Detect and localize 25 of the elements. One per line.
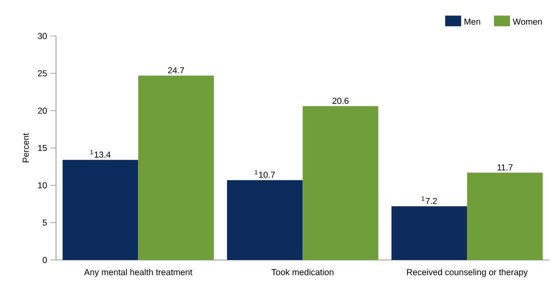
legend-label: Women	[512, 18, 542, 25]
data-label: $^{1}$10.7	[254, 170, 275, 178]
y-tick-label: 15	[38, 144, 47, 152]
x-tick-label: Took medication	[272, 268, 334, 276]
bar	[227, 180, 303, 260]
data-label: 20.6	[332, 98, 349, 104]
bar	[138, 76, 214, 260]
data-label: $^{1}$13.4	[90, 150, 111, 158]
y-tick-label: 20	[38, 108, 47, 114]
bar	[62, 160, 138, 260]
y-tick-label: 30	[38, 32, 47, 40]
y-axis-title: Percent	[22, 133, 29, 162]
y-tick-label: 5	[42, 220, 47, 226]
data-label: 24.7	[168, 67, 184, 74]
bar	[302, 106, 378, 260]
y-tick-label: 0	[42, 256, 47, 264]
x-tick-label: Received counseling or therapy	[407, 268, 528, 277]
data-label: 11.7	[497, 164, 513, 170]
y-tick-label: 25	[38, 70, 47, 76]
bar	[467, 172, 543, 260]
x-tick-label: Any mental health treatment	[84, 268, 192, 277]
bar	[391, 206, 468, 260]
y-tick-label: 10	[38, 182, 47, 188]
legend-label: Men	[464, 18, 480, 25]
data-label: $^{1}$7.2	[422, 196, 437, 204]
